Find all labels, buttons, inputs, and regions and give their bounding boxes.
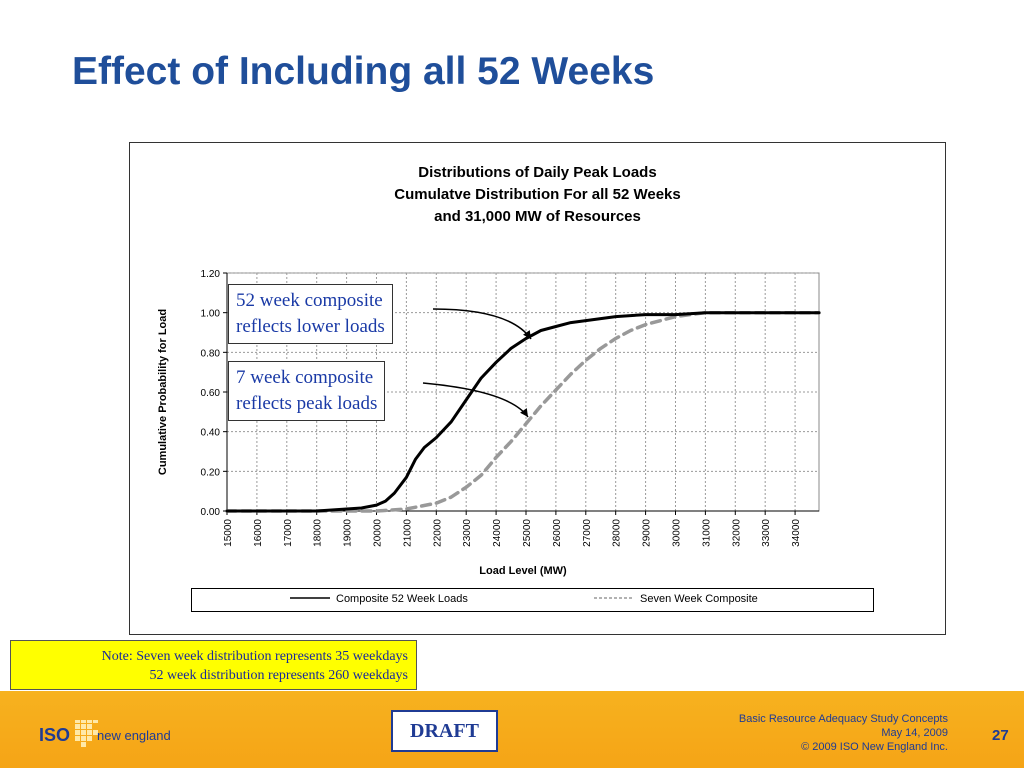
footer-info: Basic Resource Adequacy Study Concepts M… xyxy=(739,712,948,754)
note-box: Note: Seven week distribution represents… xyxy=(10,640,417,690)
x-tick-label: 32000 xyxy=(731,519,742,547)
callout-7-week-arrow-head xyxy=(520,408,528,417)
x-tick-label: 16000 xyxy=(253,519,264,547)
chart-title-line-2: Cumulatve Distribution For all 52 Weeks xyxy=(394,186,681,203)
callout-52-week: 52 week composite reflects lower loads xyxy=(228,284,393,344)
series-52-week-line xyxy=(225,311,821,513)
iso-new-england-logo: ISO new england xyxy=(39,720,171,747)
x-tick-label: 26000 xyxy=(552,519,563,547)
x-tick-label: 17000 xyxy=(283,519,294,547)
x-tick-label: 29000 xyxy=(642,519,653,547)
x-tick-label: 30000 xyxy=(671,519,682,547)
logo-iso-text: ISO xyxy=(39,725,70,745)
footer-band xyxy=(0,691,1024,768)
x-tick-label: 15000 xyxy=(223,519,234,547)
x-tick-label: 33000 xyxy=(761,519,772,547)
chart-title: Distributions of Daily Peak Loads Cumula… xyxy=(130,162,945,228)
x-axis-label: Load Level (MW) xyxy=(479,565,567,577)
note-line-1: Note: Seven week distribution represents… xyxy=(101,649,408,664)
new-england-map-icon xyxy=(75,720,98,747)
callout-52-week-line-1: 52 week composite xyxy=(236,290,383,311)
callout-7-week-line-1: 7 week composite xyxy=(236,367,374,388)
x-tick-label: 20000 xyxy=(372,519,383,547)
x-tick-label: 27000 xyxy=(582,519,593,547)
x-tick-label: 28000 xyxy=(612,519,623,547)
callout-52-week-arrow-head xyxy=(523,330,531,339)
x-tick-label: 18000 xyxy=(313,519,324,547)
y-tick-label: 0.40 xyxy=(201,428,221,439)
page-number: 27 xyxy=(992,727,1009,744)
legend-label-52-week: Composite 52 Week Loads xyxy=(336,593,468,605)
footer-info-line-3: © 2009 ISO New England Inc. xyxy=(801,741,948,753)
chart-legend xyxy=(191,588,874,612)
x-tick-label: 24000 xyxy=(492,519,503,547)
x-tick-label: 21000 xyxy=(402,519,413,547)
logo-name-text: new england xyxy=(97,728,171,743)
draft-stamp: DRAFT xyxy=(391,710,498,752)
callout-52-week-line-2: reflects lower loads xyxy=(236,316,385,337)
footer-info-line-1: Basic Resource Adequacy Study Concepts xyxy=(738,713,948,725)
chart-title-line-1: Distributions of Daily Peak Loads xyxy=(418,164,657,181)
y-tick-label: 0.80 xyxy=(201,348,221,359)
x-tick-label: 23000 xyxy=(462,519,473,547)
note-line-2: 52 week distribution represents 260 week… xyxy=(149,668,408,683)
y-tick-label: 0.20 xyxy=(201,467,221,478)
x-tick-label: 25000 xyxy=(522,519,533,547)
y-tick-label: 1.00 xyxy=(201,309,221,320)
x-tick-label: 19000 xyxy=(343,519,354,547)
x-tick-label: 22000 xyxy=(432,519,443,547)
x-tick-label: 31000 xyxy=(701,519,712,547)
slide-title: Effect of Including all 52 Weeks xyxy=(72,50,655,93)
footer-info-line-2: May 14, 2009 xyxy=(881,727,948,739)
x-tick-label: 34000 xyxy=(791,519,802,547)
y-tick-label: 0.00 xyxy=(201,507,221,518)
y-axis-label: Cumulative Probability for Load xyxy=(157,309,169,475)
legend-label-seven-week: Seven Week Composite xyxy=(640,593,758,605)
callout-7-week-line-2: reflects peak loads xyxy=(236,393,378,414)
y-tick-label: 1.20 xyxy=(201,269,221,280)
callout-7-week: 7 week composite reflects peak loads xyxy=(228,361,386,421)
chart-title-line-3: and 31,000 MW of Resources xyxy=(434,208,641,225)
y-tick-label: 0.60 xyxy=(201,388,221,399)
